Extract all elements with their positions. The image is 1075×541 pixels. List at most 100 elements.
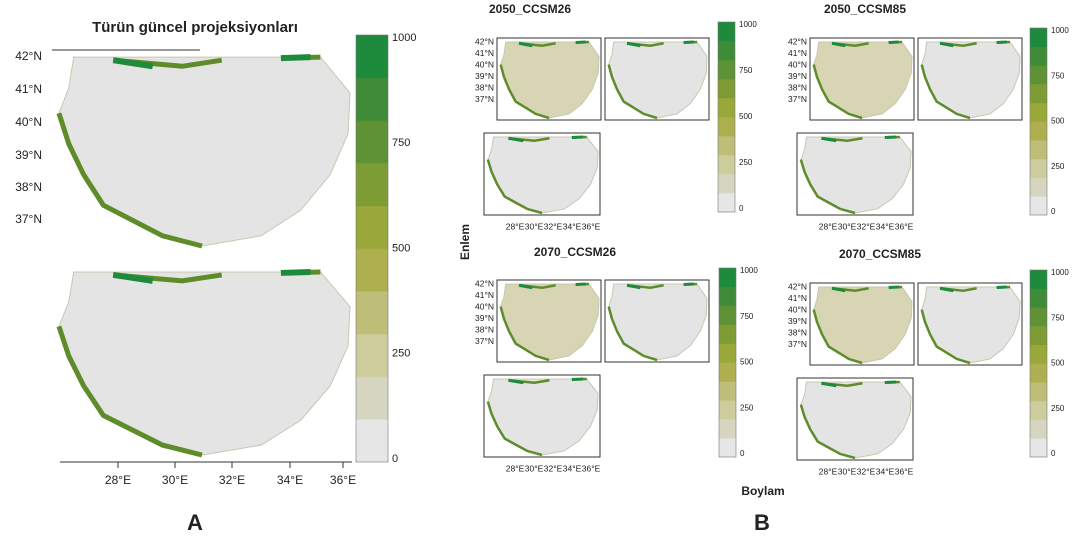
lat-label: 39°N (788, 316, 807, 326)
coast-high (519, 42, 586, 46)
colorbar-step (1030, 363, 1047, 383)
colorbar-label: 500 (1051, 117, 1065, 126)
colorbar-step (356, 333, 388, 377)
land (59, 272, 350, 455)
lat-label: 41°N (788, 48, 807, 58)
colorbar-step (356, 35, 388, 78)
lat-label: 38°N (15, 180, 42, 194)
map-title: 2070_CCSM26 (534, 245, 616, 259)
map (59, 57, 350, 246)
coast-high (113, 57, 310, 66)
land (801, 382, 911, 458)
colorbar-step (719, 400, 736, 420)
coast-high (821, 137, 896, 141)
land (801, 137, 911, 213)
lat-label: 41°N (15, 82, 42, 96)
colorbar-step (1030, 140, 1047, 160)
lat-label: 37°N (788, 94, 807, 104)
lat-label: 37°N (475, 336, 494, 346)
lat-label: 42°N (788, 36, 807, 46)
colorbar-label: 1000 (739, 20, 757, 29)
colorbar-label: 750 (740, 312, 754, 321)
colorbar-label: 0 (1051, 207, 1056, 216)
map-title: 2070_CCSM85 (839, 247, 921, 261)
lat-label: 38°N (475, 324, 494, 334)
lat-label: 41°N (788, 293, 807, 303)
lat-label: 39°N (475, 71, 494, 81)
colorbar-label: 500 (1051, 359, 1065, 368)
lat-label: 38°N (788, 82, 807, 92)
colorbar-step (356, 248, 388, 292)
map (501, 284, 599, 360)
map-frame (483, 132, 601, 216)
colorbar-step (1030, 121, 1047, 141)
colorbar-step (1030, 65, 1047, 85)
lat-label: 40°N (788, 304, 807, 314)
colorbar-step (1030, 102, 1047, 122)
lat-label: 42°N (475, 36, 494, 46)
lon-label: 36°E (582, 463, 601, 473)
land (922, 42, 1020, 118)
colorbar-step (719, 381, 736, 401)
colorbar-label: 0 (392, 453, 398, 465)
land (501, 42, 599, 118)
colorbar-label: 750 (392, 137, 410, 149)
colorbar-label: 500 (739, 112, 753, 121)
land (609, 284, 707, 360)
lon-label: 28°E (506, 463, 525, 473)
lon-label: 28°E (105, 473, 131, 487)
land (501, 284, 599, 360)
land (922, 287, 1020, 363)
colorbar-step (356, 205, 388, 249)
colorbar-label: 1000 (1051, 268, 1069, 277)
map-frame (796, 377, 914, 461)
map (922, 42, 1020, 118)
lon-label: 36°E (895, 221, 914, 231)
map-frame (796, 132, 914, 216)
map-frame (809, 282, 915, 366)
lon-label: 34°E (876, 221, 895, 231)
colorbar-step (356, 120, 388, 164)
land (59, 57, 350, 246)
colorbar-label: 750 (739, 66, 753, 75)
colorbar-step (1030, 344, 1047, 364)
map (488, 379, 598, 455)
map (922, 287, 1020, 363)
lon-label: 30°E (838, 466, 857, 476)
colorbar-frame (1029, 269, 1048, 458)
lat-label: 37°N (15, 212, 42, 226)
lat-label: 42°N (15, 49, 42, 63)
lat-label: 40°N (475, 301, 494, 311)
coast-high (940, 287, 1007, 291)
colorbar-label: 250 (1051, 162, 1065, 171)
map-title: 2050_CCSM85 (824, 2, 906, 16)
colorbar-step (718, 193, 735, 213)
colorbar-label: 1000 (740, 266, 758, 275)
map (609, 284, 707, 360)
land (488, 137, 598, 213)
lon-label: 34°E (876, 466, 895, 476)
lat-label: 39°N (788, 71, 807, 81)
colorbar-step (1030, 28, 1047, 47)
colorbar-step (356, 291, 388, 335)
coast-high (508, 379, 583, 383)
map-frame (917, 37, 1023, 121)
colorbar-step (1030, 177, 1047, 197)
panel-a-title: Türün güncel projeksiyonları (92, 19, 298, 36)
lat-label: 38°N (788, 327, 807, 337)
map-frame (604, 37, 710, 121)
lat-label: 38°N (475, 82, 494, 92)
coast-high (940, 42, 1007, 46)
colorbar-step (356, 77, 388, 121)
colorbar-step (719, 268, 736, 288)
coast-high (627, 284, 694, 288)
lon-label: 28°E (819, 466, 838, 476)
coast-high (627, 42, 694, 46)
colorbar-label: 0 (739, 204, 744, 213)
lat-label: 40°N (15, 115, 42, 129)
lat-label: 39°N (15, 148, 42, 162)
colorbar-label: 250 (392, 348, 410, 360)
map-frame (604, 279, 710, 363)
lon-label: 30°E (525, 463, 544, 473)
